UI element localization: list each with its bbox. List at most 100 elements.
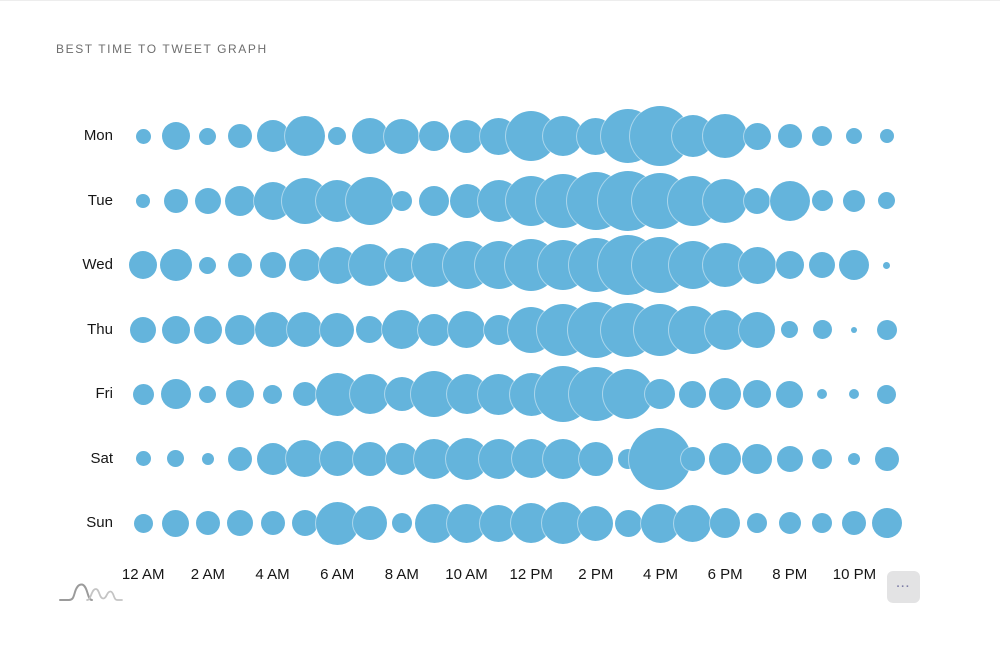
bubble-wed-5am xyxy=(288,249,321,281)
x-tick-label: 10 PM xyxy=(832,566,877,583)
x-tick-label: 12 AM xyxy=(121,566,165,583)
bubble-tue-9pm xyxy=(811,190,833,211)
bubble-sat-1pm xyxy=(543,438,584,479)
x-tick-label: 4 PM xyxy=(642,566,678,583)
bubble-thu-8am xyxy=(382,310,422,349)
bubble-mon-7am xyxy=(351,118,388,154)
bubble-tue-2am xyxy=(194,187,221,214)
bubble-sun-4pm xyxy=(640,503,680,543)
bubble-wed-12am xyxy=(129,251,158,279)
bubble-thu-9am xyxy=(418,313,451,346)
bubble-wed-7am xyxy=(348,244,391,286)
bubble-mon-5am xyxy=(284,116,325,156)
bubble-sat-3am xyxy=(228,446,253,471)
bubble-sun-3am xyxy=(227,510,254,536)
bubble-sun-5am xyxy=(291,510,318,536)
bubble-thu-10am xyxy=(448,311,485,348)
bubble-thu-7am xyxy=(356,316,383,343)
bubble-sun-11pm xyxy=(871,508,902,538)
bubble-tue-8pm xyxy=(769,180,810,221)
bubble-sun-8am xyxy=(391,513,412,533)
bubble-tue-12am xyxy=(136,193,151,208)
x-tick-label: 6 AM xyxy=(320,566,355,583)
x-tick-label: 6 PM xyxy=(707,566,743,583)
bubble-fri-8pm xyxy=(776,380,804,408)
bubble-wed-9pm xyxy=(809,252,836,278)
bubble-thu-3am xyxy=(225,314,256,345)
bubble-fri-12am xyxy=(132,383,154,405)
more-options-button[interactable]: ··· xyxy=(887,571,920,603)
bubble-sat-6pm xyxy=(709,442,742,475)
bubble-sun-6pm xyxy=(710,508,741,538)
bubble-tue-7pm xyxy=(744,187,771,214)
bubble-thu-6am xyxy=(320,312,355,347)
bubble-sat-2am xyxy=(201,452,214,465)
bubble-fri-3pm xyxy=(603,369,654,419)
bubble-fri-7pm xyxy=(743,380,772,408)
bubble-mon-10pm xyxy=(846,128,863,144)
x-tick-label: 8 PM xyxy=(772,566,808,583)
bubble-wed-3am xyxy=(228,253,253,277)
day-label-wed: Wed xyxy=(82,256,113,273)
bubble-sun-2am xyxy=(195,511,220,535)
bubble-thu-11pm xyxy=(876,319,897,340)
bubble-fri-2am xyxy=(199,385,217,403)
bubble-sat-8pm xyxy=(776,445,803,472)
bubble-fri-4pm xyxy=(645,379,676,409)
bubble-sat-10pm xyxy=(848,452,861,465)
x-tick-label: 4 AM xyxy=(255,566,290,583)
bubble-thu-8pm xyxy=(781,321,799,338)
bubble-thu-4am xyxy=(255,312,291,347)
bubble-wed-8pm xyxy=(775,251,804,279)
bubble-mon-1am xyxy=(161,122,190,150)
bubble-tue-10pm xyxy=(843,189,866,212)
bubble-mon-9pm xyxy=(812,126,833,146)
bubble-mon-7pm xyxy=(743,122,771,150)
bubble-sat-12am xyxy=(135,451,151,466)
bubble-wed-1am xyxy=(159,249,192,281)
bubble-fri-11pm xyxy=(877,384,897,404)
bubble-sat-11pm xyxy=(874,446,899,471)
bubble-sat-5am xyxy=(286,440,324,477)
bubble-tue-9am xyxy=(419,185,450,216)
day-label-sat: Sat xyxy=(90,449,113,467)
bubble-mon-10am xyxy=(450,119,483,153)
bubble-sat-4am xyxy=(256,442,289,475)
day-label-mon: Mon xyxy=(83,127,113,144)
bubble-thu-2am xyxy=(193,315,222,344)
x-tick-label: 12 PM xyxy=(509,566,553,583)
bubble-mon-3am xyxy=(228,124,253,148)
bubble-sun-3pm xyxy=(614,509,642,537)
bubble-fri-5pm xyxy=(679,380,707,408)
bubble-sat-7am xyxy=(352,441,387,476)
bubble-thu-1am xyxy=(161,315,190,344)
bubble-sun-10am xyxy=(447,503,486,543)
bubble-wed-7pm xyxy=(738,246,776,284)
bubble-sat-2pm xyxy=(578,441,613,476)
bubble-tue-1am xyxy=(163,188,188,213)
bubble-fri-6pm xyxy=(709,378,742,410)
bubble-thu-12am xyxy=(130,316,157,343)
x-tick-label: 2 AM xyxy=(190,566,225,583)
bubble-sun-1pm xyxy=(542,502,585,544)
bubble-fri-3am xyxy=(226,380,255,408)
bubble-tue-7am xyxy=(345,176,394,225)
bubble-mon-8pm xyxy=(777,124,802,148)
bubble-sat-6am xyxy=(319,441,355,476)
day-label-fri: Fri xyxy=(95,385,114,402)
bubble-tue-11pm xyxy=(878,192,896,209)
bubble-sat-8am xyxy=(385,442,418,475)
day-label-tue: Tue xyxy=(87,191,113,209)
bubble-mon-11pm xyxy=(879,129,894,143)
day-label-thu: Thu xyxy=(87,320,113,338)
bubble-sun-1am xyxy=(162,509,190,537)
bubble-fri-10pm xyxy=(849,389,860,399)
bubble-sun-10pm xyxy=(842,511,867,535)
bubble-sat-5pm xyxy=(680,446,705,471)
bubble-mon-6am xyxy=(328,127,347,145)
bubble-sat-9pm xyxy=(812,448,833,469)
x-tick-label: 2 PM xyxy=(578,566,614,583)
waveform-logo-icon xyxy=(59,583,123,601)
bubble-fri-9pm xyxy=(817,389,828,399)
